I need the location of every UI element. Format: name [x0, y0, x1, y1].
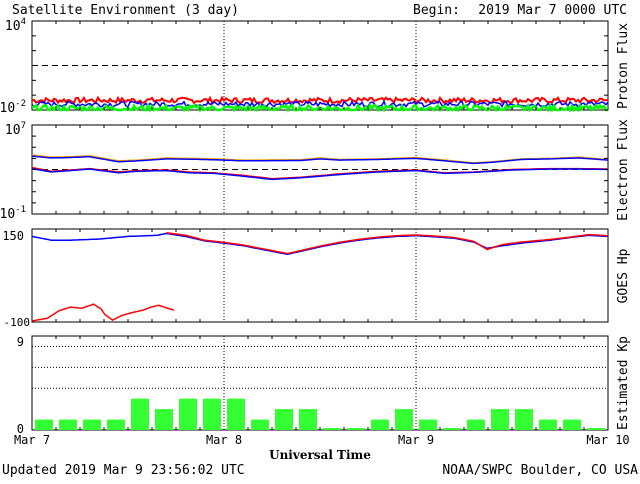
electron-ytick-bottom: 10-1: [0, 205, 26, 222]
proton-ytick-top: 104: [5, 17, 26, 34]
kp-ytick-top: 9: [17, 335, 24, 349]
kp-bar: [179, 398, 197, 430]
threshold-lines: [32, 65, 608, 170]
kp-bar: [347, 428, 365, 430]
kp-bar: [227, 398, 245, 430]
electron-series-3: [31, 167, 609, 181]
kp-bar: [587, 428, 605, 430]
credit-text: NOAA/SWPC Boulder, CO USA: [442, 463, 638, 478]
kp-bar: [299, 409, 317, 430]
kp-bar: [371, 419, 389, 430]
begin-value: 2019 Mar 7 0000 UTC: [478, 3, 627, 18]
series-lines: [31, 95, 609, 322]
goes_hp-series-1: [166, 231, 609, 255]
xtick-mar7: Mar 7: [14, 433, 50, 447]
kp-bar: [275, 409, 293, 430]
kp-bar: [155, 409, 173, 430]
xtick-mar10: Mar 10: [586, 433, 629, 447]
goes_hp-series-2: [31, 303, 175, 322]
goes-ylabel: GOES Hp: [616, 248, 631, 303]
kp-bar: [539, 419, 557, 430]
plot-title: Satellite Environment (3 day): [12, 3, 239, 18]
kp-bar: [251, 419, 269, 430]
kp-bar: [107, 419, 125, 430]
proton-ylabel: Proton Flux: [616, 23, 631, 109]
kp-bar: [35, 419, 53, 430]
goes_hp-series-0: [31, 232, 609, 256]
kp-gridlines: [32, 345, 608, 389]
xtick-mar8: Mar 8: [206, 433, 242, 447]
begin-label: Begin:: [413, 3, 460, 18]
electron-ytick-top: 107: [5, 121, 26, 138]
goes-ytick-top: 150: [2, 229, 24, 243]
xaxis-title: Universal Time: [269, 448, 371, 462]
kp-bar: [443, 428, 461, 430]
electron-ylabel: Electron Flux: [616, 119, 631, 221]
kp-bar: [131, 398, 149, 430]
kp-bar: [515, 409, 533, 430]
proton-ytick-bottom: 10-2: [0, 99, 26, 116]
proton-series-0: [31, 95, 609, 105]
kp-bar: [491, 409, 509, 430]
kp-bar: [563, 419, 581, 430]
kp-bar: [467, 419, 485, 430]
kp-bar: [323, 428, 341, 430]
goes-ytick-bottom: -100: [4, 316, 31, 329]
kp-ylabel: Estimated Kp: [616, 336, 631, 430]
kp-ytick-bottom: 0: [17, 422, 24, 436]
kp-bar: [59, 419, 77, 430]
kp-bar: [203, 398, 221, 430]
kp-bars: [35, 398, 605, 430]
updated-timestamp: Updated 2019 Mar 9 23:56:02 UTC: [2, 463, 245, 478]
kp-bar: [395, 409, 413, 430]
axis-ticks: [32, 20, 608, 430]
xtick-mar9: Mar 9: [398, 433, 434, 447]
kp-bar: [419, 419, 437, 430]
kp-bar: [83, 419, 101, 430]
electron-series-1: [31, 155, 609, 165]
day-separators: [223, 21, 417, 430]
